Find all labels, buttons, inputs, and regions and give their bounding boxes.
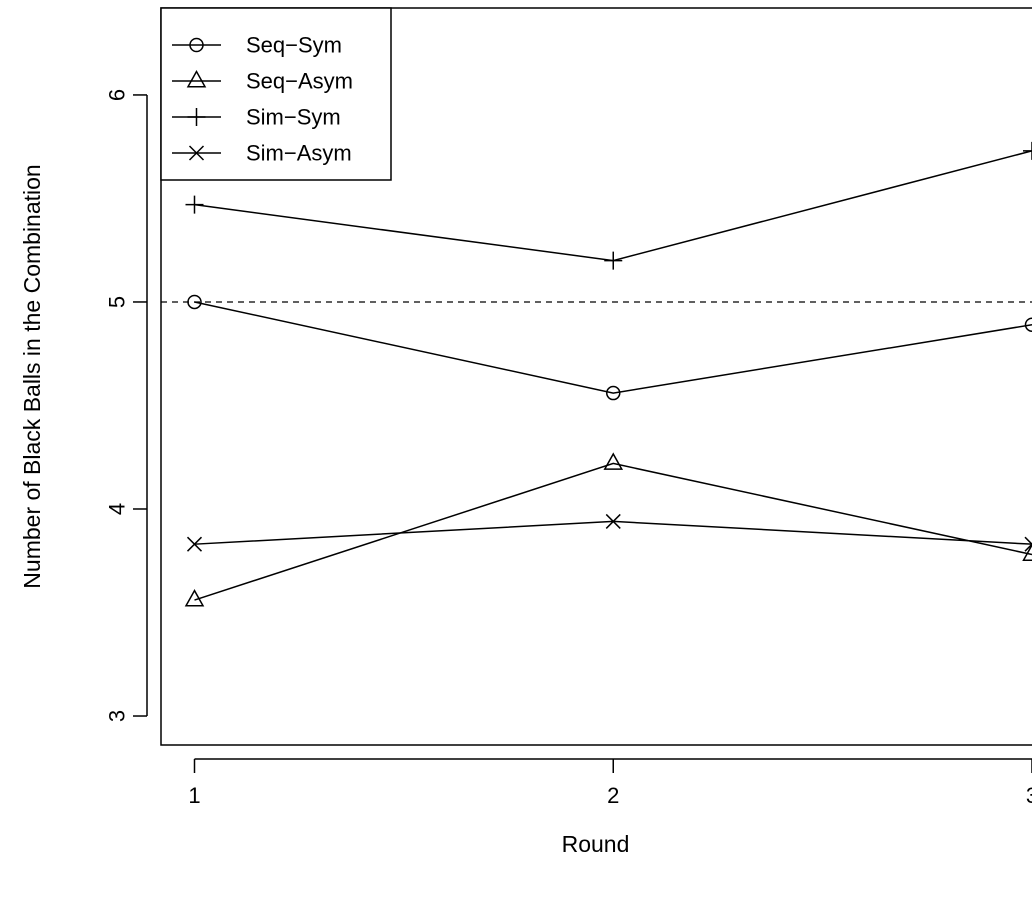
x-tick-label: 3 (1026, 783, 1032, 808)
series-3 (188, 514, 1032, 551)
y-tick-label: 3 (105, 710, 130, 722)
x-tick-label: 2 (607, 783, 619, 808)
legend-label: Sim−Sym (246, 105, 341, 130)
series-layer (186, 142, 1032, 606)
legend-label: Seq−Sym (246, 33, 342, 58)
series-1 (186, 454, 1032, 606)
legend: Seq−Sym Seq−Asym Sim−Sym Sim−Asym (161, 8, 391, 180)
series-line (195, 463, 1032, 600)
y-tick-label: 4 (105, 503, 130, 515)
series-0 (188, 295, 1032, 399)
y-tick-label: 5 (105, 296, 130, 308)
plus-data-point (1023, 142, 1032, 160)
y-tick-label: 6 (105, 89, 130, 101)
x-axis-title: Round (562, 831, 630, 857)
x-tick-label: 1 (188, 783, 200, 808)
y-axis-title: Number of Black Balls in the Combination (19, 164, 45, 588)
plus-data-point (604, 252, 622, 270)
legend-label: Sim−Asym (246, 141, 352, 166)
legend-label: Seq−Asym (246, 69, 353, 94)
plus-data-point (186, 196, 204, 214)
axis-layer: 1 2 3 3 4 5 6 (105, 89, 1032, 808)
series-line (195, 302, 1032, 393)
series-line (195, 521, 1032, 544)
triangle-data-point (605, 454, 622, 469)
